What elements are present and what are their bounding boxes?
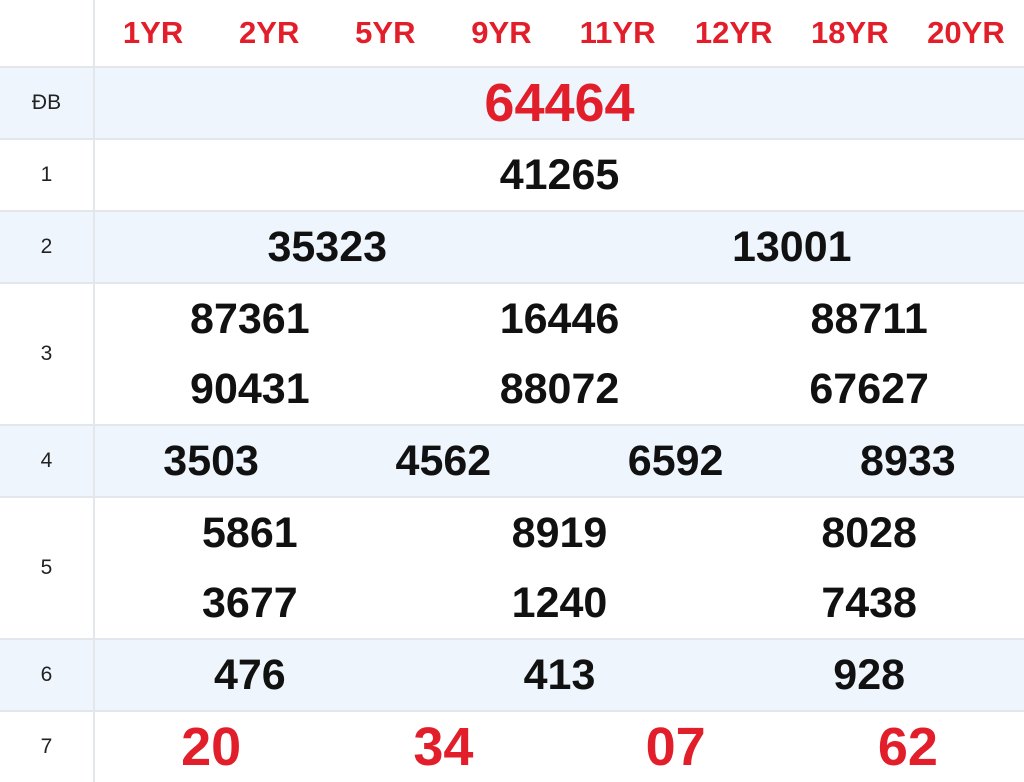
prize-number: 35323 xyxy=(95,212,560,282)
province-code[interactable]: 1YR xyxy=(95,0,211,66)
prize-number: 4562 xyxy=(327,426,559,496)
prize-label: 1 xyxy=(0,140,95,210)
prize-number: 88711 xyxy=(714,284,1024,354)
prize-label: 4 xyxy=(0,426,95,496)
prize-number: 476 xyxy=(95,640,405,710)
prize-label: 5 xyxy=(0,498,95,638)
header-row: 1YR 2YR 5YR 9YR 11YR 12YR 18YR 20YR xyxy=(0,0,1024,68)
prize-number: 41265 xyxy=(95,140,1024,210)
prize-label: 7 xyxy=(0,712,95,782)
prize-row-5: 5 5861 8919 8028 3677 1240 7438 xyxy=(0,498,1024,640)
prize-label: 6 xyxy=(0,640,95,710)
prize-row-1: 1 41265 xyxy=(0,140,1024,212)
province-code[interactable]: 9YR xyxy=(443,0,559,66)
province-code[interactable]: 20YR xyxy=(908,0,1024,66)
prize-row-6: 6 476 413 928 xyxy=(0,640,1024,712)
prize-number: 34 xyxy=(327,712,559,782)
province-code[interactable]: 5YR xyxy=(327,0,443,66)
prize-number: 62 xyxy=(792,712,1024,782)
prize-number: 7438 xyxy=(714,568,1024,638)
prize-number: 928 xyxy=(714,640,1024,710)
prize-number: 8919 xyxy=(405,498,715,568)
prize-label: 2 xyxy=(0,212,95,282)
prize-row-3: 3 87361 16446 88711 90431 88072 67627 xyxy=(0,284,1024,426)
prize-label: 3 xyxy=(0,284,95,424)
prize-number: 90431 xyxy=(95,354,405,424)
prize-label: ĐB xyxy=(0,68,95,138)
prize-number: 87361 xyxy=(95,284,405,354)
prize-row-special: ĐB 64464 xyxy=(0,68,1024,140)
prize-row-4: 4 3503 4562 6592 8933 xyxy=(0,426,1024,498)
prize-number: 64464 xyxy=(95,68,1024,138)
prize-number: 13001 xyxy=(560,212,1024,282)
prize-number: 1240 xyxy=(405,568,715,638)
prize-number: 413 xyxy=(405,640,715,710)
prize-number: 8028 xyxy=(714,498,1024,568)
prize-number: 67627 xyxy=(714,354,1024,424)
prize-row-7: 7 20 34 07 62 xyxy=(0,712,1024,782)
province-code[interactable]: 18YR xyxy=(792,0,908,66)
province-code[interactable]: 11YR xyxy=(560,0,676,66)
prize-number: 88072 xyxy=(405,354,715,424)
prize-row-2: 2 35323 13001 xyxy=(0,212,1024,284)
prize-number: 8933 xyxy=(792,426,1024,496)
prize-number: 3677 xyxy=(95,568,405,638)
province-code[interactable]: 2YR xyxy=(211,0,327,66)
prize-number: 16446 xyxy=(405,284,715,354)
prize-number: 3503 xyxy=(95,426,327,496)
province-code[interactable]: 12YR xyxy=(676,0,792,66)
prize-number: 20 xyxy=(95,712,327,782)
header-corner xyxy=(0,0,95,66)
prize-number: 07 xyxy=(560,712,792,782)
prize-number: 6592 xyxy=(560,426,792,496)
prize-number: 5861 xyxy=(95,498,405,568)
